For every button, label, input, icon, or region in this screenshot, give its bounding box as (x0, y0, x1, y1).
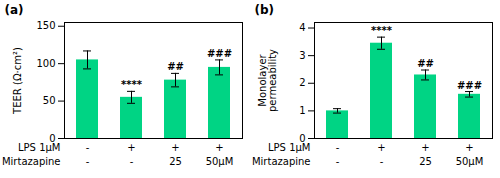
svg-text:****: **** (121, 79, 143, 90)
svg-text:0: 0 (49, 132, 56, 144)
svg-text:100: 100 (36, 58, 55, 69)
svg-text:##: ## (167, 61, 184, 72)
svg-text:0: 0 (299, 132, 306, 144)
svg-text:+: + (421, 142, 429, 153)
svg-text:-: - (86, 156, 90, 167)
svg-text:Mirtazapine: Mirtazapine (252, 156, 311, 167)
svg-text:-: - (130, 156, 134, 167)
svg-text:2: 2 (299, 77, 305, 88)
svg-text:25: 25 (419, 156, 432, 167)
svg-text:+: + (465, 142, 473, 153)
svg-text:-: - (380, 156, 384, 167)
svg-text:25: 25 (169, 156, 182, 167)
svg-text:##: ## (417, 58, 434, 69)
svg-text:+: + (377, 142, 385, 153)
svg-text:###: ### (457, 80, 482, 91)
svg-text:3: 3 (299, 50, 305, 61)
svg-text:4: 4 (299, 22, 305, 33)
svg-text:+: + (127, 142, 135, 153)
svg-text:-: - (336, 156, 340, 167)
svg-text:50μM: 50μM (206, 156, 234, 167)
svg-text:50μM: 50μM (456, 156, 484, 167)
svg-text:-: - (86, 142, 90, 153)
svg-text:(a): (a) (5, 3, 24, 17)
svg-text:LPS 1μM: LPS 1μM (268, 142, 310, 153)
svg-text:+: + (215, 142, 223, 153)
svg-text:-: - (336, 142, 340, 153)
svg-text:LPS 1μM: LPS 1μM (18, 142, 60, 153)
svg-text:+: + (171, 142, 179, 153)
svg-text:TEER (Ω·cm²): TEER (Ω·cm²) (12, 47, 23, 115)
svg-text:###: ### (207, 48, 232, 59)
svg-text:Mirtazapine: Mirtazapine (2, 156, 61, 167)
svg-text:(b): (b) (255, 3, 275, 17)
svg-text:****: **** (371, 25, 393, 36)
svg-text:1: 1 (299, 105, 305, 116)
svg-text:50: 50 (43, 95, 56, 106)
svg-text:150: 150 (36, 20, 55, 31)
svg-text:Monolayerpermeability: Monolayerpermeability (257, 49, 278, 112)
